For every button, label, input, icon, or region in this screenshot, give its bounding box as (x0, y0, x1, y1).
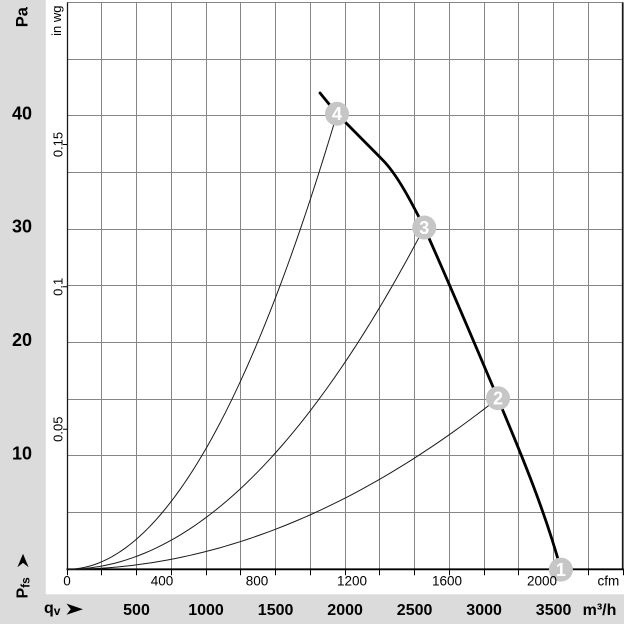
svg-text:3: 3 (419, 218, 429, 238)
svg-text:1500: 1500 (258, 602, 294, 619)
svg-text:0.05: 0.05 (51, 417, 66, 442)
svg-text:40: 40 (12, 103, 32, 123)
svg-text:2000: 2000 (327, 602, 363, 619)
svg-text:in wg: in wg (49, 6, 64, 36)
svg-text:2500: 2500 (397, 602, 433, 619)
svg-text:3000: 3000 (466, 602, 502, 619)
svg-text:0.15: 0.15 (51, 132, 66, 157)
svg-text:30: 30 (12, 217, 32, 237)
svg-text:500: 500 (123, 602, 150, 619)
svg-text:800: 800 (246, 574, 269, 589)
svg-text:2000: 2000 (527, 574, 557, 589)
svg-text:Pfs: Pfs (15, 577, 33, 599)
svg-text:0: 0 (63, 574, 71, 589)
svg-text:0.1: 0.1 (51, 278, 66, 296)
svg-text:qv: qv (44, 600, 61, 618)
svg-text:1200: 1200 (337, 574, 367, 589)
svg-text:20: 20 (12, 330, 32, 350)
svg-text:Pa: Pa (13, 6, 31, 27)
svg-text:3500: 3500 (536, 602, 572, 619)
svg-text:m³/h: m³/h (583, 602, 617, 619)
svg-text:1000: 1000 (188, 602, 224, 619)
svg-text:10: 10 (12, 443, 32, 463)
svg-text:400: 400 (151, 574, 174, 589)
svg-text:2: 2 (493, 389, 503, 409)
svg-text:cfm: cfm (598, 574, 620, 589)
svg-text:1600: 1600 (432, 574, 462, 589)
svg-text:4: 4 (332, 104, 342, 124)
svg-text:1: 1 (556, 560, 566, 580)
